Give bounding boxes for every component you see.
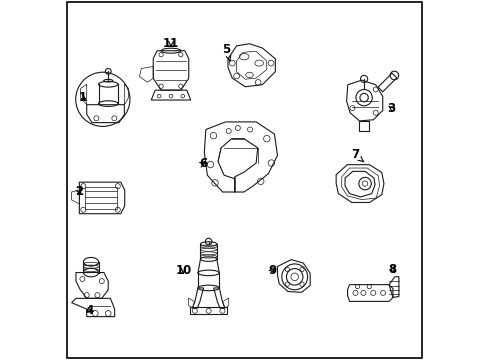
Text: 2: 2 <box>75 185 83 198</box>
Text: 3: 3 <box>386 102 395 115</box>
Bar <box>189 307 227 314</box>
Text: 9: 9 <box>268 264 276 277</box>
Text: 1: 1 <box>78 91 86 104</box>
Text: 8: 8 <box>387 263 396 276</box>
Text: 4: 4 <box>85 305 94 318</box>
Text: 11: 11 <box>163 36 179 50</box>
Text: 6: 6 <box>199 157 207 170</box>
Text: 10: 10 <box>175 264 191 277</box>
Bar <box>85 187 117 209</box>
Text: 7: 7 <box>350 148 363 162</box>
Text: 5: 5 <box>222 42 230 61</box>
